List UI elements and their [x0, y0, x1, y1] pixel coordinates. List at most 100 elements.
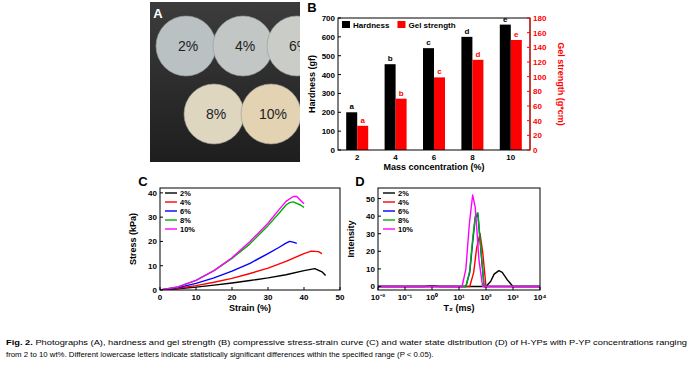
significance-letter: a: [360, 116, 365, 125]
axis-title: Mass concentration (%): [383, 162, 484, 172]
tick-label: 0: [153, 286, 158, 295]
bar: [461, 37, 472, 150]
tick: [540, 287, 541, 290]
tick: [486, 287, 487, 290]
tick-label: 50: [366, 195, 375, 204]
tick-label: 40: [366, 212, 375, 221]
lines: [160, 197, 326, 291]
panel-label: A: [153, 6, 163, 21]
gel-disk: [213, 16, 273, 76]
legend-line: [165, 219, 177, 220]
tick: [378, 198, 381, 199]
tick-label: 8: [470, 153, 475, 162]
tick: [160, 217, 163, 218]
bar: [434, 77, 445, 150]
tick-label: 10¹: [453, 293, 465, 302]
tick-label: 180: [533, 14, 547, 23]
tick-label: 10: [506, 153, 515, 162]
significance-letter: c: [437, 67, 442, 76]
disk-label: 2%: [178, 38, 198, 54]
axis-title: Intensity: [346, 220, 356, 257]
panel-label: C: [138, 174, 148, 189]
tick: [378, 251, 381, 252]
tick: [459, 287, 460, 290]
significance-letter: c: [426, 38, 431, 47]
disk-label: 8%: [206, 106, 226, 122]
tick-label: 140: [533, 43, 547, 52]
lines: [378, 195, 540, 286]
tick: [338, 150, 341, 151]
tick: [378, 287, 379, 290]
frame: [338, 18, 530, 150]
tick-label: 30: [366, 230, 375, 239]
legend-line: [383, 228, 395, 229]
tick-label: 10⁰: [426, 293, 438, 302]
legend-swatch: [342, 21, 350, 28]
tick-label: 0: [158, 293, 163, 302]
tick: [160, 192, 163, 193]
frame: [160, 188, 340, 290]
line: [160, 241, 297, 290]
y2-axis: [530, 18, 531, 150]
tick: [338, 55, 341, 56]
line: [378, 213, 540, 287]
legend-line: [383, 210, 395, 211]
tick: [378, 268, 381, 269]
tick: [338, 36, 341, 37]
significance-letter: b: [388, 54, 393, 63]
legend-line: [165, 210, 177, 211]
tick-label: 10: [148, 262, 157, 271]
tick-label: 120: [533, 58, 547, 67]
line: [160, 202, 304, 290]
disk-label: 6%: [289, 38, 300, 54]
tick: [232, 287, 233, 290]
significance-letter: d: [475, 50, 480, 59]
gel-disk: [156, 16, 216, 76]
bar: [500, 25, 511, 150]
legend-label: 4%: [398, 198, 409, 207]
caption-line: Fig. 2. Photographs (A), hardness and ge…: [6, 338, 687, 347]
axis-title: Strain (%): [229, 303, 271, 313]
tick: [338, 93, 341, 94]
tick: [378, 233, 381, 234]
tick-label: 160: [533, 29, 547, 38]
bar: [423, 48, 434, 150]
legend-swatch: [397, 21, 405, 28]
caption-text: from 2 to 10 wt%. Different lowercase le…: [6, 350, 434, 359]
tick: [304, 287, 305, 290]
tick-label: 0: [371, 282, 376, 291]
gel-disk: [184, 84, 244, 144]
axis-title: Gel strength (g*cm): [556, 42, 566, 126]
tick-label: 0: [331, 146, 336, 155]
tick-label: 100: [533, 73, 547, 82]
tick-label: 10⁻²: [371, 293, 386, 302]
legend-label: Hardness: [353, 21, 390, 30]
tick-label: 30: [148, 213, 157, 222]
tick: [338, 74, 341, 75]
tick-label: 100: [322, 127, 336, 136]
tick-label: 30: [264, 293, 273, 302]
tick-label: 60: [533, 102, 542, 111]
bars: [346, 25, 522, 150]
line: [378, 214, 540, 286]
tick-label: 2: [355, 153, 360, 162]
tick: [338, 112, 341, 113]
legend-line: [383, 192, 395, 193]
caption-text: Photographs (A), hardness and gel streng…: [35, 338, 687, 347]
tick-label: 700: [322, 14, 336, 23]
tick: [378, 286, 381, 287]
tick-label: 80: [533, 87, 542, 96]
tick-label: 10⁴: [534, 293, 547, 302]
tick-label: 300: [322, 89, 336, 98]
tick-label: 200: [322, 108, 336, 117]
tick: [378, 216, 381, 217]
tick: [160, 265, 163, 266]
tick-label: 10²: [480, 293, 492, 302]
tick-label: 4: [393, 153, 398, 162]
tick-label: 0: [533, 146, 538, 155]
legend-label: 6%: [398, 207, 409, 216]
legend-line: [383, 201, 395, 202]
tick-label: 10⁻¹: [398, 293, 413, 302]
tick: [405, 287, 406, 290]
significance-letter: e: [503, 15, 508, 24]
